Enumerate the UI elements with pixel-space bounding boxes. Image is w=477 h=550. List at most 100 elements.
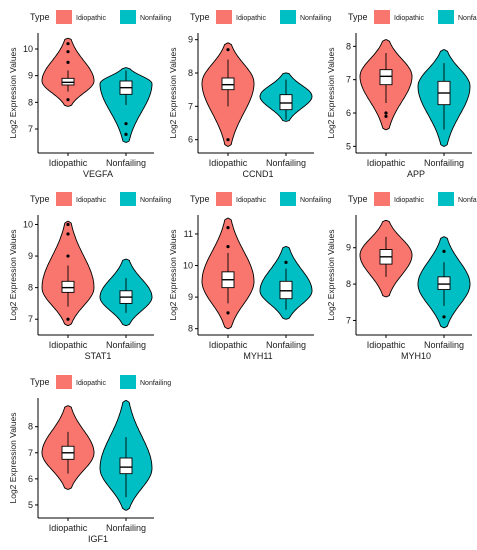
- legend-swatch-nonfailing: [438, 10, 454, 24]
- chart-panel-app: Type Idiopathic Nonfailing 5 6 7 8 Log2 Express…: [326, 10, 477, 179]
- y-axis-label: Log2 Expression Values: [8, 412, 18, 503]
- violin-nonfailing: [417, 236, 471, 329]
- y-tick-label: 6: [28, 474, 33, 484]
- legend-swatch-nonfailing: [280, 10, 296, 24]
- y-tick-label: 5: [28, 500, 33, 510]
- x-axis-label: CCND1: [242, 169, 273, 179]
- x-tick-label: Nonfailing: [106, 158, 146, 168]
- outlier-point: [226, 226, 230, 230]
- y-tick-label: 10: [23, 219, 33, 229]
- outlier-point: [124, 132, 128, 136]
- legend-title: Type: [348, 194, 368, 204]
- x-tick-label: Nonfailing: [424, 340, 464, 350]
- outlier-point: [66, 50, 70, 54]
- legend-label-nonfailing: Nonfailing: [140, 197, 171, 204]
- violin-idiopathic: [41, 405, 95, 490]
- outlier-point: [66, 254, 70, 258]
- x-tick-label: Nonfailing: [106, 340, 146, 350]
- legend-swatch-idiopathic: [56, 192, 72, 206]
- x-axis-label: STAT1: [85, 351, 112, 361]
- violin-nonfailing: [259, 246, 313, 320]
- legend-swatch-idiopathic: [56, 10, 72, 24]
- legend-label-nonfailing: Nonfailing: [140, 380, 171, 387]
- violin-idiopathic: [41, 37, 95, 107]
- x-tick-label: Idiopathic: [367, 340, 406, 350]
- legend: Type Idiopathic Nonfailing: [190, 192, 331, 206]
- outlier-point: [384, 111, 388, 115]
- box-iqr: [379, 69, 393, 86]
- legend-label-nonfailing: Nonfailing: [140, 15, 171, 22]
- legend-title: Type: [30, 194, 50, 204]
- outlier-point: [66, 60, 70, 64]
- y-tick-label: 9: [28, 71, 33, 81]
- outlier-point: [442, 315, 446, 319]
- y-tick-label: 9: [188, 35, 193, 45]
- violin-nonfailing: [99, 258, 153, 326]
- x-axis-label: VEGFA: [83, 169, 113, 179]
- legend-swatch-nonfailing: [280, 192, 296, 206]
- chart-panel-ccnd1: Type Idiopathic Nonfailing 6 7 8 9 Log2 Express…: [168, 10, 331, 179]
- y-tick-label: 7: [188, 101, 193, 111]
- violin-idiopathic: [201, 217, 255, 330]
- y-axis-label: Log2 Expression Values: [326, 47, 336, 138]
- box-iqr: [437, 276, 451, 290]
- y-tick-label: 8: [28, 422, 33, 432]
- legend-swatch-idiopathic: [216, 192, 232, 206]
- legend-title: Type: [30, 377, 50, 387]
- chart-panel-igf1: Type Idiopathic Nonfailing 5 6 7 8 Log2 Express…: [8, 375, 171, 544]
- chart-panel-stat1: Type Idiopathic Nonfailing 7 8 9 10 Log2 Expres…: [8, 192, 171, 361]
- chart-panel-vegfa: Type Idiopathic Nonfailing 7 8 9 10 Log2 Expres…: [8, 10, 171, 179]
- y-axis-label: Log2 Expression Values: [168, 229, 178, 320]
- y-tick-label: 8: [188, 68, 193, 78]
- y-tick-label: 6: [346, 108, 351, 118]
- y-tick-label: 6: [188, 135, 193, 145]
- violin-idiopathic: [359, 39, 413, 131]
- outlier-point: [284, 260, 288, 264]
- y-tick-label: 7: [346, 75, 351, 85]
- outlier-point: [226, 311, 230, 315]
- violin-nonfailing: [99, 67, 153, 143]
- legend-swatch-nonfailing: [120, 192, 136, 206]
- y-axis-label: Log2 Expression Values: [8, 47, 18, 138]
- box-iqr: [61, 280, 75, 293]
- legend: Type Idiopathic Nonfailing: [348, 10, 477, 24]
- box-iqr: [221, 77, 235, 91]
- y-axis-label: Log2 Expression Values: [168, 47, 178, 138]
- y-tick-label: 11: [184, 229, 193, 239]
- x-axis-label: IGF1: [88, 534, 108, 544]
- violin-nonfailing: [99, 400, 153, 511]
- y-tick-label: 8: [188, 324, 193, 334]
- y-tick-label: 8: [28, 283, 33, 293]
- box-iqr: [119, 457, 133, 475]
- legend-swatch-idiopathic: [216, 10, 232, 24]
- y-tick-label: 10: [183, 261, 193, 271]
- legend-title: Type: [348, 12, 368, 22]
- outlier-point: [66, 98, 70, 102]
- legend-label-idiopathic: Idiopathic: [394, 197, 424, 204]
- box-iqr: [279, 280, 293, 300]
- chart-panel-myh11: Type Idiopathic Nonfailing 8 9 10 11 Log2 Expre…: [168, 192, 331, 361]
- outlier-point: [226, 138, 230, 142]
- violin-nonfailing: [417, 49, 471, 147]
- x-tick-label: Idiopathic: [209, 340, 248, 350]
- y-tick-label: 9: [188, 292, 193, 302]
- y-axis-label: Log2 Expression Values: [326, 229, 336, 320]
- legend-swatch-idiopathic: [374, 192, 390, 206]
- legend-swatch-nonfailing: [120, 10, 136, 24]
- legend-title: Type: [190, 194, 210, 204]
- violin-idiopathic: [41, 220, 95, 326]
- outlier-point: [124, 122, 128, 126]
- legend-label-idiopathic: Idiopathic: [236, 15, 266, 22]
- legend: Type Idiopathic Nonfailing: [190, 10, 331, 24]
- legend: Type Idiopathic Nonfailing: [348, 192, 477, 206]
- legend: Type Idiopathic Nonfailing: [30, 10, 171, 24]
- x-tick-label: Idiopathic: [49, 340, 88, 350]
- legend-label-idiopathic: Idiopathic: [76, 380, 106, 387]
- outlier-point: [66, 317, 70, 321]
- legend-label-nonfailing: Nonfailing: [300, 15, 331, 22]
- legend-swatch-nonfailing: [438, 192, 454, 206]
- y-tick-label: 5: [346, 141, 351, 151]
- y-tick-label: 7: [28, 448, 33, 458]
- x-axis-label: MYH11: [243, 351, 272, 361]
- y-tick-label: 8: [346, 279, 351, 289]
